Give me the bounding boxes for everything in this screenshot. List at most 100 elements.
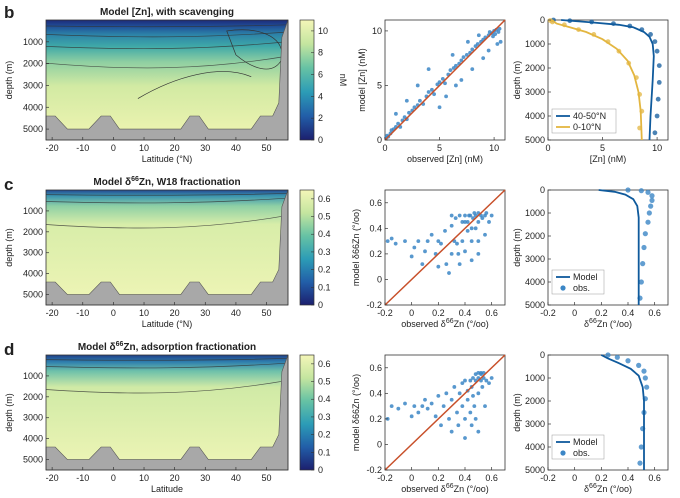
c-section-ytick-label: 3000 bbox=[23, 248, 43, 258]
d-scatter-point bbox=[489, 376, 494, 380]
b-scatter-point bbox=[476, 33, 481, 38]
c-profile-ytick-label: 4000 bbox=[525, 277, 545, 287]
d-scatter-point bbox=[425, 406, 430, 411]
d-section-colorbar-tick-label: 0.2 bbox=[318, 430, 331, 440]
d-profile-legend-label: obs. bbox=[573, 448, 590, 458]
d-scatter-point bbox=[439, 423, 443, 428]
c-profile-ytick-label: 1000 bbox=[525, 208, 545, 218]
d-scatter-point bbox=[420, 404, 425, 409]
b-profile-ytick-label: 2000 bbox=[525, 63, 545, 73]
c-profile-ylabel: depth (m) bbox=[512, 228, 522, 267]
c-scatter-ytick-label: 0 bbox=[377, 274, 382, 284]
c-profile-obs-point bbox=[648, 203, 654, 209]
d-scatter-xlabel-base: observed δ bbox=[401, 484, 446, 494]
d-section-contour bbox=[45, 358, 289, 361]
charts-root: -20 -10 0 10 20 30 40 5010002000300040005000dep… bbox=[4, 7, 669, 494]
b-scatter-point bbox=[496, 30, 501, 34]
d-profile-legend-swatch bbox=[560, 450, 566, 456]
b-section: -20 -10 0 10 20 30 40 5010002000300040005000dep… bbox=[4, 7, 348, 164]
d-scatter-point bbox=[465, 397, 470, 402]
c-section-colorbar-tick-label: 0.5 bbox=[318, 212, 331, 222]
b-profile-xlabel: [Zn] (nM) bbox=[590, 154, 627, 164]
b-scatter-one-to-one-line bbox=[384, 19, 506, 141]
c-scatter-point bbox=[429, 232, 434, 237]
d-profile-ytick-label: 1000 bbox=[525, 373, 545, 383]
b-section-contour bbox=[45, 55, 289, 69]
b-profile-obs-point bbox=[655, 96, 661, 102]
c-profile-xtick-label: -0.2 bbox=[540, 308, 556, 318]
c-profile-xlabel-rest: Zn (°/oo) bbox=[597, 319, 632, 329]
b-section-xtick-label: 40 bbox=[231, 143, 241, 153]
b-section-colorbar-tick-label: 2 bbox=[318, 113, 323, 123]
c-profile-obs-point bbox=[638, 188, 644, 194]
b-scatter-point bbox=[448, 68, 453, 73]
d-scatter-point bbox=[487, 381, 491, 386]
b-profile-model-line bbox=[550, 19, 643, 141]
b-profile-ytick-label: 5000 bbox=[525, 135, 545, 145]
d-scatter-point bbox=[416, 410, 421, 415]
c-scatter-point bbox=[480, 216, 485, 221]
c-profile-obs-point bbox=[645, 219, 651, 225]
b-scatter-ytick-label: 10 bbox=[372, 26, 382, 36]
d-profile-xtick-label: 0 bbox=[572, 473, 577, 483]
b-section-xtick-label: 10 bbox=[139, 143, 149, 153]
d-profile-obs-point bbox=[642, 375, 648, 381]
d-scatter-point bbox=[479, 370, 483, 375]
c-scatter-point bbox=[439, 241, 443, 246]
c-scatter-point bbox=[463, 249, 467, 254]
d-scatter-point bbox=[423, 397, 427, 402]
b-section-contour-deep bbox=[137, 71, 252, 99]
d-scatter-point bbox=[460, 404, 465, 409]
d-scatter-one-to-one-line bbox=[384, 354, 506, 471]
c-section-contour bbox=[45, 197, 289, 204]
b-section-xtick-label: -10 bbox=[76, 143, 89, 153]
c-section-ytick-label: 4000 bbox=[23, 269, 43, 279]
d-section-xlabel: Latitude bbox=[151, 484, 183, 494]
c-scatter-point bbox=[467, 213, 471, 218]
c-scatter-ytick-label: 0.6 bbox=[369, 198, 382, 208]
c-scatter-point bbox=[489, 213, 494, 218]
c-profile-obs-point bbox=[640, 261, 646, 267]
c-scatter-point bbox=[444, 262, 449, 267]
b-section-ytick-label: 1000 bbox=[23, 37, 43, 47]
d-scatter-ytick-label: -0.2 bbox=[366, 465, 382, 475]
d-profile-xtick-label: 0.6 bbox=[648, 473, 661, 483]
d-scatter-point bbox=[455, 410, 459, 415]
c-section-colorbar bbox=[299, 189, 315, 306]
c-scatter-xlabel-rest: Zn (°/oo) bbox=[454, 319, 489, 329]
d-section-xtick-label: 0 bbox=[111, 473, 116, 483]
d-section-ytick-label: 2000 bbox=[23, 392, 43, 402]
b-profile-xtick-label: 0 bbox=[545, 143, 550, 153]
d-profile-obs-point bbox=[644, 384, 650, 390]
c-scatter-point bbox=[453, 216, 458, 221]
b-scatter-point bbox=[450, 53, 455, 57]
d-profile-obs-point bbox=[605, 352, 611, 358]
b-profile-legend-label: 0-10°N bbox=[573, 122, 601, 132]
d-section-ytick-label: 5000 bbox=[23, 455, 43, 465]
c-scatter-point bbox=[469, 226, 474, 231]
d-scatter-point bbox=[469, 423, 474, 428]
c-scatter-point bbox=[449, 251, 454, 256]
c-section-title-sup: 66 bbox=[131, 176, 139, 183]
d-scatter-xtick-label: -0.2 bbox=[377, 473, 393, 483]
c-scatter-point bbox=[483, 232, 487, 237]
c-profile-xlabel-sup: 66 bbox=[589, 318, 597, 325]
c-profile-legend-label: obs. bbox=[573, 283, 590, 293]
d-profile-obs-point bbox=[637, 460, 643, 466]
b-profile-ytick-label: 1000 bbox=[525, 39, 545, 49]
b-scatter: 0 5 10 0 5 10 observed [Zn] (nM) model [Zn] (nM… bbox=[357, 19, 506, 164]
d-scatter-point bbox=[444, 391, 449, 396]
b-section-contour bbox=[45, 31, 289, 38]
d-section-xtick-label: 20 bbox=[170, 473, 180, 483]
b-scatter-point bbox=[396, 121, 400, 126]
d-section: -20 -10 0 10 20 30 40 50 1000 2000 3000 4000 5000 dep… bbox=[4, 341, 331, 494]
c-scatter-point bbox=[393, 241, 398, 246]
c-scatter-point bbox=[443, 228, 447, 233]
c-scatter-xtick-label: 0.4 bbox=[459, 308, 472, 318]
b-scatter-point bbox=[432, 92, 436, 97]
c-profile-xtick-label: 0.6 bbox=[648, 308, 661, 318]
b-profile-obs-point bbox=[654, 48, 660, 54]
d-scatter-point bbox=[441, 404, 446, 409]
c-scatter-xtick-label: 0.2 bbox=[432, 308, 445, 318]
b-scatter-point bbox=[418, 98, 422, 103]
